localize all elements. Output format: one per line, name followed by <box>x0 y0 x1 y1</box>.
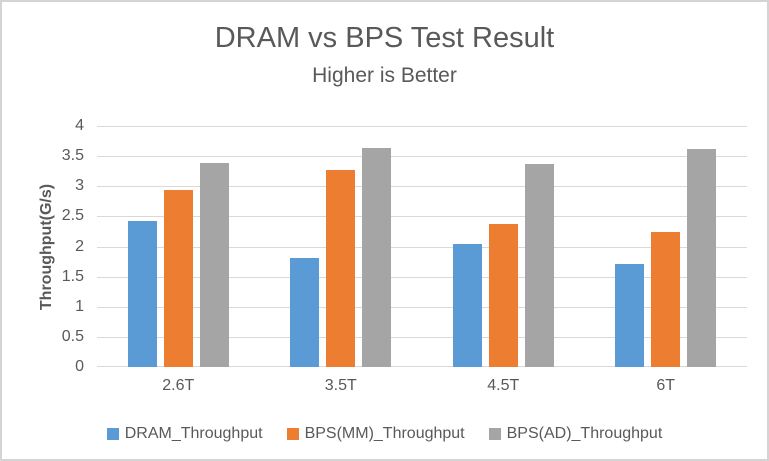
chart-subtitle: Higher is Better <box>312 64 457 87</box>
x-category-label: 6T <box>656 377 676 394</box>
bar-DRAM_Throughput <box>452 243 482 367</box>
bar-BPS(AD)_Throughput <box>524 163 554 367</box>
gridline <box>97 156 747 158</box>
y-tick-label: 3.5 <box>61 147 84 165</box>
bar-BPS(MM)_Throughput <box>488 223 518 367</box>
y-tick-label: 2.5 <box>61 207 84 225</box>
bar-DRAM_Throughput <box>127 221 157 367</box>
bar-BPS(MM)_Throughput <box>326 169 356 367</box>
bar-BPS(AD)_Throughput <box>687 148 717 367</box>
legend-swatch-icon <box>488 428 501 440</box>
legend-swatch-icon <box>286 428 299 440</box>
x-axis-labels: 2.6T 3.5T 4.5T 6T <box>97 377 747 395</box>
gridline <box>97 276 747 278</box>
y-tick-label: 2 <box>75 237 84 255</box>
x-category-label: 2.6T <box>162 377 195 394</box>
gridline <box>97 336 747 338</box>
bar-BPS(AD)_Throughput <box>199 162 229 367</box>
bar-BPS(MM)_Throughput <box>163 189 193 367</box>
gridline <box>97 246 747 248</box>
legend-label: BPS(MM)_Throughput <box>304 425 465 442</box>
bar-BPS(AD)_Throughput <box>362 147 392 367</box>
y-tick-label: 0.5 <box>61 327 84 345</box>
bar-DRAM_Throughput <box>615 263 645 367</box>
y-tick-label: 1.5 <box>61 267 84 285</box>
legend-item: BPS(AD)_Throughput <box>488 425 663 443</box>
legend-label: DRAM_Throughput <box>124 425 263 442</box>
bar-groups <box>97 126 747 367</box>
bar-group <box>260 126 423 367</box>
gridline <box>97 306 747 308</box>
legend: DRAM_Throughput BPS(MM)_Throughput BPS(AD)… <box>2 425 767 443</box>
plot-area: 0 0.5 1 1.5 2 2.5 3 3.5 4 2.6T 3.5T 4.5T 6T <box>62 117 747 394</box>
x-axis-line <box>97 366 747 367</box>
legend-item: BPS(MM)_Throughput <box>286 425 465 443</box>
legend-label: BPS(AD)_Throughput <box>506 425 663 442</box>
bar-group <box>422 126 585 367</box>
y-tick-label: 3 <box>75 177 84 195</box>
y-tick-label: 1 <box>75 297 84 315</box>
legend-swatch-icon <box>106 428 119 440</box>
gridline <box>97 126 747 127</box>
bar-group <box>97 126 260 367</box>
chart-title: DRAM vs BPS Test Result <box>214 22 555 54</box>
bar-group <box>585 126 748 367</box>
y-tick-label: 4 <box>75 117 84 134</box>
gridline <box>97 216 747 218</box>
bar-BPS(MM)_Throughput <box>651 232 681 367</box>
x-category-label: 3.5T <box>324 377 357 394</box>
bar-DRAM_Throughput <box>290 257 320 367</box>
y-axis-title: Throughput(G/s) <box>38 183 55 311</box>
legend-item: DRAM_Throughput <box>106 425 263 443</box>
gridline <box>97 186 747 188</box>
y-tick-label: 0 <box>75 358 84 375</box>
x-category-label: 4.5T <box>487 377 520 394</box>
